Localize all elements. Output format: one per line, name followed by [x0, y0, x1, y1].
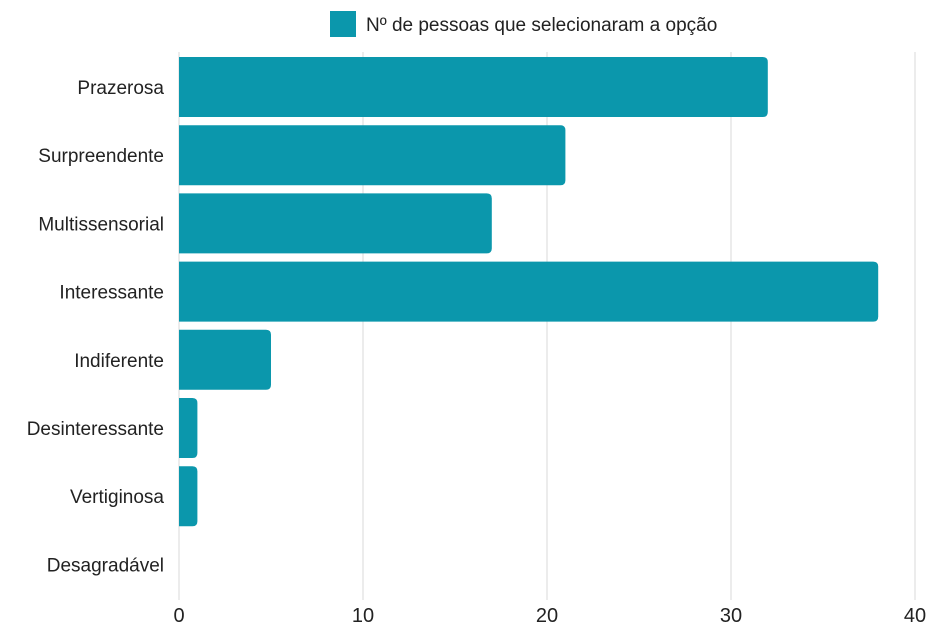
- category-label: Vertiginosa: [70, 487, 164, 508]
- category-label: Indiferente: [74, 351, 164, 372]
- bars: [179, 57, 879, 527]
- x-tick-label: 20: [536, 605, 558, 624]
- bar: [179, 125, 566, 186]
- bar: [179, 398, 198, 458]
- bar: [179, 261, 879, 322]
- category-label: Multissensorial: [38, 214, 164, 235]
- category-label: Surpreendente: [38, 146, 164, 167]
- x-axis-tick-labels: 0 10 20 30 40: [173, 605, 926, 624]
- bar: [179, 466, 198, 527]
- category-labels: Prazerosa Surpreendente Multissensorial Int…: [27, 78, 165, 576]
- legend: Nº de pessoas que selecionaram a opção: [330, 11, 717, 37]
- x-tick-label: 40: [904, 605, 926, 624]
- legend-label: Nº de pessoas que selecionaram a opção: [366, 15, 717, 36]
- bar: [179, 57, 768, 117]
- category-label: Desagradável: [47, 555, 164, 576]
- category-label: Prazerosa: [77, 78, 164, 99]
- x-tick-label: 10: [352, 605, 374, 624]
- x-tick-label: 30: [720, 605, 742, 624]
- legend-swatch: [330, 11, 356, 37]
- bar: [179, 193, 492, 254]
- category-label: Interessante: [59, 283, 164, 304]
- bar: [179, 329, 271, 390]
- x-tick-label: 0: [173, 605, 184, 624]
- category-label: Desinteressante: [27, 419, 164, 440]
